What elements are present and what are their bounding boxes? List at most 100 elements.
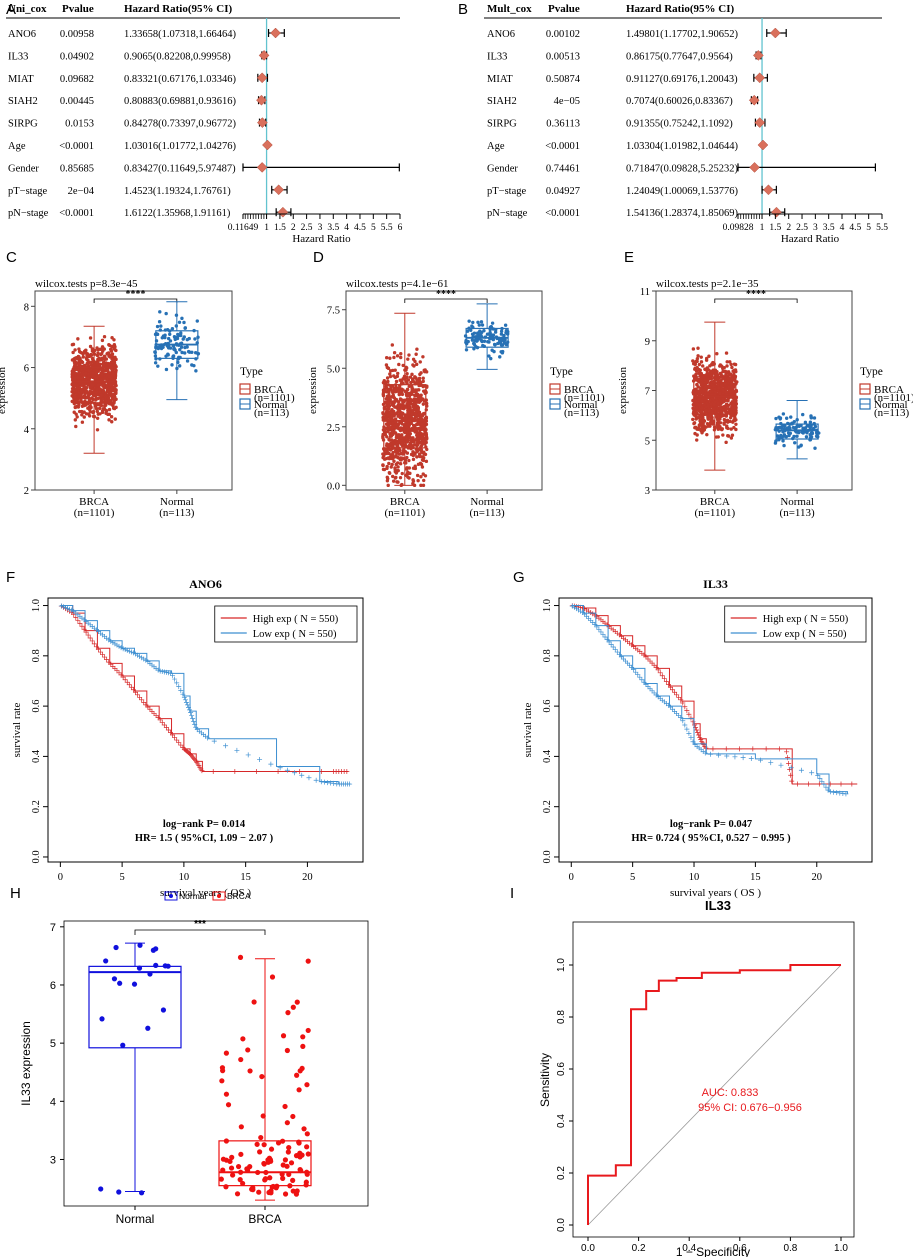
data-point	[138, 1190, 145, 1196]
censor-mark	[182, 697, 188, 703]
censor-mark	[672, 689, 678, 695]
y-tick-label: 6	[24, 364, 29, 375]
data-point	[80, 420, 85, 424]
x-tick-label: BRCA	[390, 496, 420, 508]
data-point	[694, 359, 698, 364]
data-point	[229, 1154, 235, 1160]
forest-tick-label: 6	[398, 223, 403, 233]
censor-mark	[344, 768, 350, 774]
censor-mark	[180, 691, 186, 697]
data-point	[503, 323, 508, 327]
data-point	[396, 480, 400, 484]
data-point	[406, 357, 410, 361]
data-point	[393, 399, 397, 404]
data-point	[781, 412, 786, 416]
data-point	[174, 350, 178, 355]
data-point	[733, 362, 738, 367]
data-point	[799, 444, 803, 448]
data-point	[390, 414, 394, 418]
plot-frame	[63, 920, 369, 1207]
data-point	[421, 397, 425, 401]
data-point	[420, 435, 424, 440]
y-tick-label: 7	[50, 922, 56, 934]
censor-mark	[65, 605, 71, 611]
censor-mark	[569, 603, 575, 609]
forest-row-hr: 0.86175(0.77647,0.9564)	[626, 51, 733, 62]
censor-mark	[682, 722, 688, 728]
censor-mark	[843, 791, 849, 797]
data-point	[418, 372, 422, 377]
data-point	[258, 1134, 264, 1141]
data-point	[396, 468, 400, 473]
data-point	[98, 358, 102, 362]
data-point	[77, 347, 81, 351]
data-point	[87, 414, 92, 418]
data-point	[91, 409, 96, 414]
data-point	[176, 332, 180, 337]
data-point	[300, 1034, 306, 1040]
data-point	[99, 393, 103, 398]
y-tick-label: 7	[645, 387, 650, 398]
censor-mark	[647, 686, 653, 692]
data-point	[399, 415, 403, 420]
data-point	[398, 457, 402, 461]
data-point	[153, 361, 158, 365]
data-point	[73, 371, 78, 376]
censor-mark	[178, 687, 184, 693]
data-point	[488, 330, 492, 335]
data-point	[158, 310, 162, 314]
data-point	[390, 384, 395, 388]
censor-mark	[234, 747, 240, 753]
data-point	[88, 336, 93, 340]
data-point	[394, 449, 398, 453]
censor-mark	[849, 781, 855, 787]
data-point	[704, 384, 708, 388]
forest-row-name: pT−stage	[487, 186, 526, 197]
censor-mark	[639, 677, 645, 683]
data-point	[490, 348, 494, 352]
data-point	[88, 397, 92, 401]
data-point	[691, 359, 695, 363]
data-point	[304, 1082, 310, 1088]
censor-mark	[667, 684, 673, 690]
y-tick-label: 5	[50, 1038, 56, 1050]
data-point	[279, 1138, 286, 1144]
censor-mark	[116, 670, 122, 676]
data-point	[695, 405, 699, 410]
censor-mark	[690, 739, 696, 745]
data-point	[399, 355, 403, 360]
forest-row-name: ANO6	[8, 29, 36, 40]
data-point	[390, 343, 395, 347]
legend-title: Type	[550, 366, 573, 378]
data-point	[695, 365, 699, 370]
logrank-p: log−rank P= 0.014	[163, 819, 246, 830]
data-point	[406, 427, 410, 431]
data-point	[696, 354, 700, 358]
data-point	[499, 341, 503, 346]
data-point	[298, 1167, 304, 1174]
data-point	[116, 1189, 122, 1195]
data-point	[695, 356, 700, 361]
data-point	[397, 392, 401, 397]
data-point	[719, 383, 724, 388]
data-point	[782, 443, 786, 448]
data-point	[95, 428, 100, 432]
data-point	[193, 337, 197, 341]
data-point	[386, 387, 391, 392]
forest-row-name: pN−stage	[487, 208, 528, 219]
data-point	[387, 461, 391, 466]
censor-mark	[710, 746, 716, 752]
legend-label: High exp ( N = 550)	[253, 614, 339, 625]
data-point	[90, 347, 95, 351]
legend-label: BRCA	[874, 384, 904, 396]
censor-mark	[67, 606, 73, 612]
data-point	[394, 471, 399, 475]
data-point	[183, 351, 187, 355]
censor-mark	[328, 780, 334, 786]
data-point	[223, 1050, 229, 1056]
censor-mark	[659, 673, 665, 679]
forest-tick-label: 3	[813, 223, 818, 233]
data-point	[290, 1177, 296, 1183]
data-point	[419, 447, 424, 452]
data-point	[418, 396, 423, 400]
